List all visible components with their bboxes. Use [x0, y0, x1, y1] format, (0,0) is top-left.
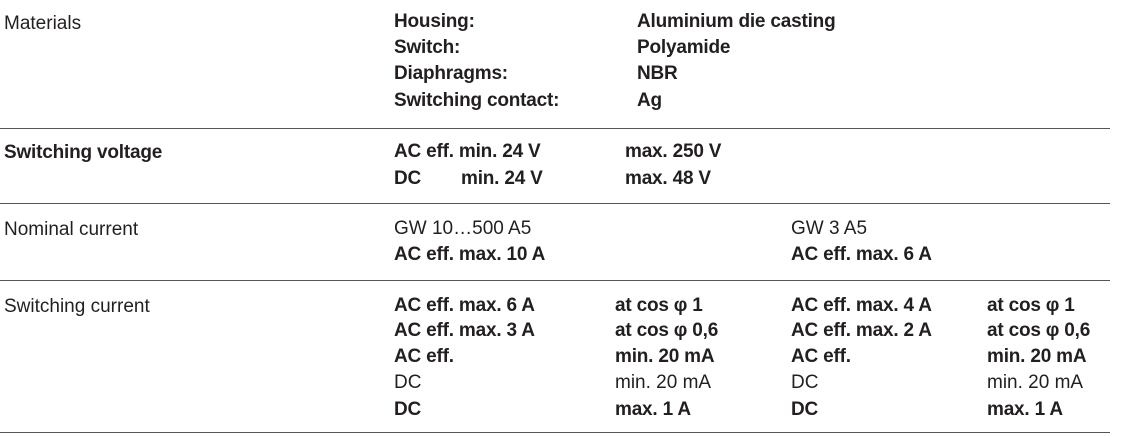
- material-key-contact: Switching contact:: [394, 90, 560, 111]
- current-col1-b: min. 20 mA: [615, 346, 715, 367]
- current-col2-b: at cos φ 0,6: [987, 320, 1091, 341]
- current-col2-b: at cos φ 1: [987, 295, 1075, 316]
- switching-voltage-label: Switching voltage: [4, 142, 163, 163]
- current-col1-a: AC eff. max. 6 A: [394, 295, 535, 316]
- current-col1-a: AC eff. max. 3 A: [394, 320, 535, 341]
- current-col2-a: DC: [791, 399, 819, 420]
- current-col1-b: at cos φ 1: [615, 295, 703, 316]
- current-col2-a: DC: [791, 372, 819, 393]
- voltage-dc-max: max. 48 V: [625, 168, 711, 189]
- material-value-contact: Ag: [637, 90, 662, 111]
- current-col2-a: AC eff. max. 4 A: [791, 295, 932, 316]
- nominal-col2-model: GW 3 A5: [791, 218, 868, 239]
- switching-current-label: Switching current: [4, 296, 150, 317]
- current-col2-b: max. 1 A: [987, 399, 1063, 420]
- row-divider: [0, 203, 1110, 204]
- material-key-housing: Housing:: [394, 11, 475, 32]
- material-key-diaphragms: Diaphragms:: [394, 63, 508, 84]
- nominal-col2-value: AC eff. max. 6 A: [791, 244, 932, 265]
- current-col2-b: min. 20 mA: [987, 372, 1084, 393]
- voltage-ac-min: AC eff. min. 24 V: [394, 141, 541, 162]
- current-col1-b: max. 1 A: [615, 399, 691, 420]
- current-col1-b: at cos φ 0,6: [615, 320, 719, 341]
- material-key-switch: Switch:: [394, 37, 461, 58]
- nominal-col1-model: GW 10…500 A5: [394, 218, 532, 239]
- material-value-diaphragms: NBR: [637, 63, 678, 84]
- current-col2-a: AC eff. max. 2 A: [791, 320, 932, 341]
- voltage-dc-prefix: DC: [394, 168, 422, 189]
- row-divider: [0, 128, 1110, 129]
- row-divider: [0, 432, 1110, 433]
- material-value-housing: Aluminium die casting: [637, 11, 836, 32]
- nominal-current-label: Nominal current: [4, 219, 139, 240]
- current-col2-a: AC eff.: [791, 346, 851, 367]
- row-divider: [0, 280, 1110, 281]
- materials-label: Materials: [4, 13, 82, 34]
- current-col2-b: min. 20 mA: [987, 346, 1087, 367]
- current-col1-a: AC eff.: [394, 346, 454, 367]
- current-col1-a: DC: [394, 399, 422, 420]
- material-value-switch: Polyamide: [637, 37, 731, 58]
- voltage-dc-min: min. 24 V: [461, 168, 543, 189]
- current-col1-a: DC: [394, 372, 422, 393]
- nominal-col1-value: AC eff. max. 10 A: [394, 244, 546, 265]
- voltage-ac-max: max. 250 V: [625, 141, 722, 162]
- current-col1-b: min. 20 mA: [615, 372, 712, 393]
